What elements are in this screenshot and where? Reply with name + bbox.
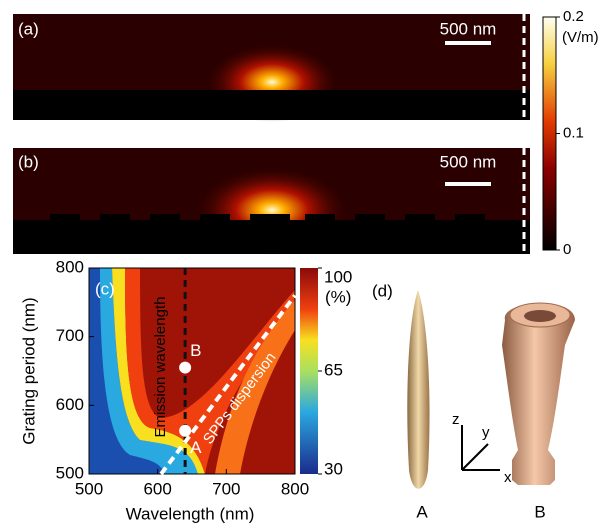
emission-label: Emission wavelength [152, 297, 169, 438]
heat-region [89, 268, 165, 474]
rod-b [502, 303, 575, 485]
y-tick-label: 500 [56, 463, 84, 482]
heat-region [125, 268, 295, 474]
colorbar-tick-label: 100 [324, 267, 352, 286]
rod-b-hole [524, 310, 556, 322]
heat-region [112, 268, 205, 474]
scale-bar-label: 500 nm [440, 19, 497, 38]
axis-name: x [504, 469, 512, 486]
panel-label: (c) [95, 279, 115, 298]
grating [13, 214, 530, 254]
colorbar [542, 16, 557, 251]
colorbar-tick-label: 65 [324, 360, 343, 379]
substrate [13, 90, 530, 120]
shape-label: B [534, 502, 545, 521]
axes-icon [461, 425, 500, 471]
point-label: B [190, 341, 201, 360]
axis-name: y [482, 424, 490, 441]
scale-bar [445, 41, 491, 45]
point [179, 424, 192, 437]
y-tick-label: 700 [56, 326, 84, 345]
y-tick-label: 600 [56, 395, 84, 414]
rod-a [407, 290, 430, 489]
scale-bar [445, 182, 491, 186]
x-tick-label: 800 [281, 479, 309, 498]
x-axis-label: Wavelength (nm) [126, 504, 255, 523]
colorbar-unit: (V/m) [562, 29, 599, 46]
colorbar [300, 268, 318, 474]
panel-label: (b) [18, 152, 39, 171]
heat-region [89, 268, 200, 474]
point-label: A [190, 438, 202, 457]
colorbar-tick-label: 0.2 [563, 8, 584, 25]
heat-region [215, 300, 295, 474]
y-axis-label: Grating period (nm) [19, 297, 38, 444]
x-tick-label: 600 [143, 479, 171, 498]
dispersion-line [159, 294, 297, 476]
panel-label: (d) [372, 281, 393, 300]
colorbar-tick-label: 0 [563, 241, 571, 258]
colorbar-tick-label: 30 [324, 459, 343, 478]
panel-label: (a) [18, 19, 39, 38]
point [179, 361, 192, 374]
colorbar-tick-label: 0.1 [563, 124, 584, 141]
scale-bar-label: 500 nm [440, 152, 497, 171]
colorbar-unit: (%) [325, 287, 351, 306]
heatmap [89, 268, 295, 474]
x-tick-label: 700 [212, 479, 240, 498]
plot-frame [88, 267, 296, 475]
y-tick-label: 800 [56, 257, 84, 276]
x-tick-label: 500 [75, 479, 103, 498]
shape-label: A [416, 502, 428, 521]
axis-name: z [452, 411, 460, 428]
